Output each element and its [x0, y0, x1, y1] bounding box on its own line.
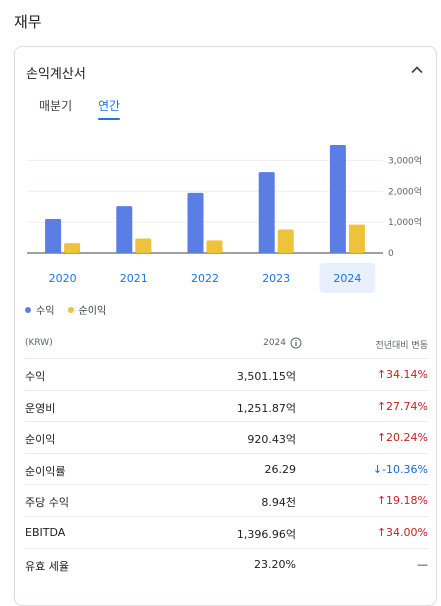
page-title: 재무 — [14, 13, 42, 31]
row-change-value: 20.24% — [386, 431, 428, 445]
row-label: 수익 — [25, 370, 46, 383]
tab-annual[interactable]: 연간 — [98, 97, 121, 120]
row-value: 26.29 — [264, 462, 297, 476]
tab-quarterly-label: 매분기 — [39, 99, 73, 113]
bar-revenue[interactable] — [329, 144, 346, 253]
row-change: ↑19.18% — [377, 494, 428, 507]
y-tick-label: 3,000억 — [388, 154, 422, 166]
bar-revenue[interactable] — [258, 172, 275, 253]
chart-svg: 0 1,000억 2,000억 3,000억 2020 2021 2022 2023 2024 — [27, 144, 422, 293]
chevron-up-icon[interactable] — [408, 61, 426, 79]
row-label: EBITDA — [25, 525, 66, 539]
x-category-label[interactable]: 2022 — [191, 272, 219, 285]
row-label: 유효 세율 — [25, 559, 69, 573]
row-value: 920.43억 — [247, 433, 296, 447]
table-row[interactable]: 유효 세율 23.20% — — [25, 549, 428, 580]
row-change-value: 27.74% — [386, 399, 428, 413]
arrow-down-icon: ↓ — [372, 462, 383, 476]
bar-revenue[interactable] — [116, 206, 133, 253]
table-row[interactable]: 주당 수익 8.94천 ↑19.18% — [25, 485, 428, 517]
legend-net-income-dot — [67, 306, 74, 313]
row-change-value: 34.14% — [386, 368, 428, 381]
legend-item-net-income: 순이익 — [67, 302, 107, 317]
bar-revenue[interactable] — [45, 219, 62, 253]
info-icon[interactable] — [290, 337, 302, 349]
row-label: 순이익 — [25, 433, 56, 447]
legend-net-income-label: 순이익 — [78, 306, 107, 317]
bar-net-income[interactable] — [348, 224, 365, 253]
legend-revenue-label: 수익 — [36, 306, 55, 317]
row-change-value: -10.36% — [382, 462, 428, 476]
row-change-value: — — [417, 557, 428, 571]
tab-active-underline — [98, 118, 121, 120]
bar-net-income[interactable] — [277, 229, 294, 253]
row-value: 8.94천 — [261, 496, 296, 510]
row-change: — — [417, 558, 428, 571]
row-change: ↑27.74% — [377, 400, 428, 413]
row-value: 3,501.15억 — [236, 370, 296, 383]
header-year: 2024 — [263, 338, 286, 348]
row-label: 순이익률 — [25, 464, 66, 478]
y-tick-label: 0 — [388, 249, 394, 259]
legend-item-revenue: 수익 — [25, 302, 54, 317]
table-row[interactable]: 순이익 920.43억 ↑20.24% — [25, 422, 428, 454]
row-value: 23.20% — [254, 557, 296, 571]
period-tabs: 매분기 연간 — [15, 97, 436, 123]
row-value: 1,251.87억 — [236, 401, 296, 415]
card-title: 손익계산서 — [26, 67, 86, 82]
arrow-up-icon: ↑ — [376, 368, 387, 381]
tab-quarterly[interactable]: 매분기 — [39, 97, 72, 114]
y-tick-label: 2,000억 — [388, 185, 422, 197]
card-header[interactable]: 손익계산서 — [15, 47, 436, 95]
bar-net-income[interactable] — [64, 243, 81, 253]
table-row[interactable]: 수익 3,501.15억 ↑34.14% — [25, 359, 428, 391]
financials-table: (KRW) 2024 전년대비 변동 수익 3,501.15억 ↑34.14% 운영비… — [25, 330, 428, 579]
table-row[interactable]: 운영비 1,251.87억 ↑27.74% — [25, 391, 428, 423]
x-category-label[interactable]: 2021 — [120, 272, 148, 285]
table-body: 수익 3,501.15억 ↑34.14% 운영비 1,251.87억 ↑27.74% 순이익… — [25, 359, 428, 579]
row-value: 1,396.96억 — [236, 527, 296, 541]
bar-net-income[interactable] — [206, 240, 223, 253]
row-change: ↑20.24% — [377, 431, 428, 444]
arrow-up-icon: ↑ — [376, 399, 387, 413]
table-header: (KRW) 2024 전년대비 변동 — [25, 330, 428, 359]
row-change: ↑34.14% — [377, 368, 428, 381]
chart-legend: 수익 순이익 — [25, 302, 116, 317]
row-change-value: 34.00% — [386, 525, 428, 539]
selected-year-highlight — [319, 263, 376, 293]
tab-annual-label: 연간 — [98, 99, 121, 113]
arrow-up-icon: ↑ — [376, 494, 387, 508]
row-label: 주당 수익 — [25, 496, 69, 510]
x-category-label[interactable]: 2023 — [262, 272, 290, 285]
income-statement-card: 손익계산서 매분기 연간 0 1,000억 2,000억 3,000억 2020 2021… — [14, 46, 437, 606]
row-change-value: 19.18% — [386, 494, 428, 508]
y-tick-label: 1,000억 — [388, 216, 422, 228]
arrow-up-icon: ↑ — [376, 525, 387, 539]
row-change: ↓-10.36% — [373, 463, 428, 476]
revenue-chart: 0 1,000억 2,000억 3,000억 2020 2021 2022 2023 2024 — [15, 127, 438, 317]
row-label: 운영비 — [25, 401, 56, 415]
bar-revenue[interactable] — [187, 192, 204, 253]
arrow-up-icon: ↑ — [376, 431, 387, 445]
header-currency: (KRW) — [25, 338, 53, 348]
x-category-label[interactable]: 2020 — [49, 272, 77, 285]
bar-net-income[interactable] — [135, 238, 152, 253]
legend-revenue-dot — [25, 306, 31, 313]
header-change: 전년대비 변동 — [375, 341, 428, 351]
x-category-label[interactable]: 2024 — [333, 272, 361, 285]
table-row[interactable]: EBITDA 1,396.96억 ↑34.00% — [25, 517, 428, 549]
table-row[interactable]: 순이익률 26.29 ↓-10.36% — [25, 454, 428, 486]
row-change: ↑34.00% — [377, 526, 428, 539]
